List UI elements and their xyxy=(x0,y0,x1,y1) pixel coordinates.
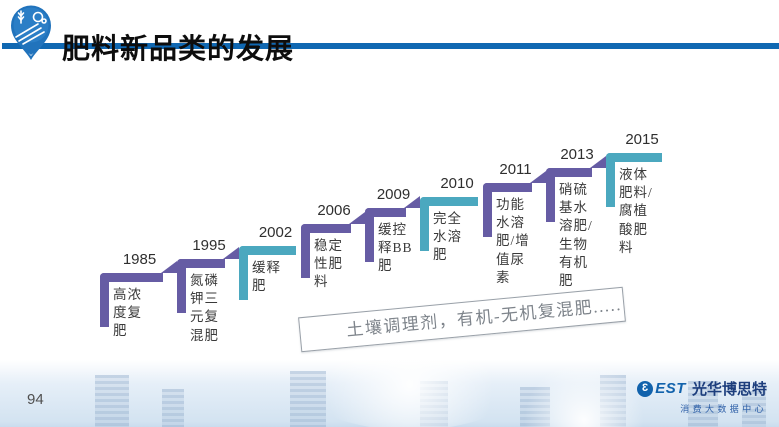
step-bracket xyxy=(239,246,296,300)
step-year: 1985 xyxy=(122,251,157,268)
page-title: 肥料新品类的发展 xyxy=(62,32,295,64)
step-triangle xyxy=(590,156,606,168)
step-label: 高浓 度复 肥 xyxy=(113,287,142,339)
best-logo-icon: 3 xyxy=(637,380,654,397)
step-bracket xyxy=(301,224,351,278)
step-bracket xyxy=(100,273,163,327)
step-label: 完全 水溶 肥 xyxy=(433,211,462,263)
step-label: 功能 水溶 肥/增 值尿 素 xyxy=(496,197,530,285)
step-year: 2009 xyxy=(376,186,411,203)
step-label: 缓释 肥 xyxy=(252,260,281,294)
step-triangle xyxy=(530,171,546,183)
step-label: 缓控 释BB 肥 xyxy=(378,222,413,274)
step-label: 氮磷 钾三 元复 混肥 xyxy=(190,273,219,343)
step-bracket xyxy=(177,259,225,313)
brand-subtitle: 消费大数据中心 xyxy=(680,404,767,414)
brand-pin-logo-icon xyxy=(11,5,51,61)
step-year: 2010 xyxy=(440,175,474,192)
step-year: 2011 xyxy=(499,161,532,178)
building xyxy=(162,389,184,427)
step-triangle xyxy=(161,261,177,273)
step-label: 硝硫 基水 溶肥/ 生物 有机 肥 xyxy=(559,182,593,289)
step-year: 2006 xyxy=(317,202,351,219)
step-bracket xyxy=(365,208,406,262)
brand-row: 3 EST 光华博思特 xyxy=(637,378,767,399)
step-label: 稳定 性肥 料 xyxy=(314,238,343,290)
step-bracket xyxy=(546,168,592,222)
step-triangle xyxy=(404,196,420,208)
page-number: 94 xyxy=(27,391,44,408)
step-year: 1995 xyxy=(192,237,226,254)
step-year: 2015 xyxy=(625,131,659,148)
footer-brand: 3 EST 光华博思特 消费大数据中心 xyxy=(637,378,767,415)
step-year: 2013 xyxy=(560,146,594,163)
step-triangle xyxy=(349,212,365,224)
step-year: 2002 xyxy=(258,224,293,241)
step-triangle xyxy=(223,247,239,259)
building xyxy=(95,375,129,427)
step-bracket xyxy=(420,197,478,251)
header-divider xyxy=(2,43,779,49)
best-est-label: EST xyxy=(655,380,686,397)
step-label: 液体 肥料/ 腐植 酸肥 料 xyxy=(619,167,653,255)
brand-name: 光华博思特 xyxy=(691,381,767,398)
building xyxy=(742,391,766,427)
step-bracket xyxy=(483,183,532,237)
building xyxy=(688,381,718,427)
step-bracket xyxy=(606,153,662,207)
glow-highlight xyxy=(300,360,520,427)
